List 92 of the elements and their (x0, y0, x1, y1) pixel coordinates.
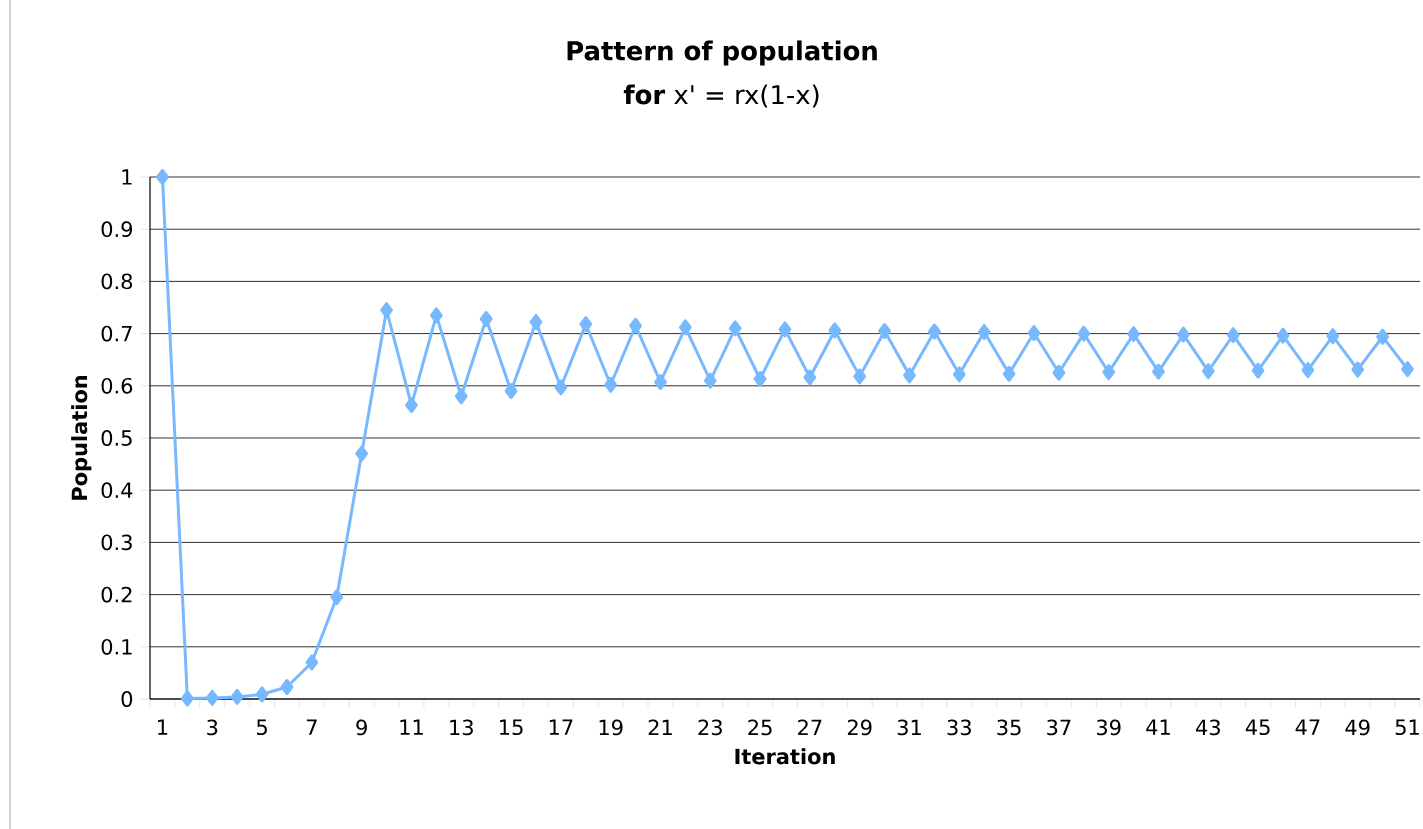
y-tick-label: 0.5 (101, 430, 132, 446)
x-tick-label: 19 (599, 719, 623, 736)
point (1002, 365, 1016, 382)
point (1027, 325, 1041, 342)
point (1102, 364, 1116, 381)
x-tick-label: 29 (847, 719, 872, 736)
x-axis-title: Iteration (735, 748, 835, 765)
point (703, 372, 717, 389)
x-tick-label: 37 (1047, 719, 1071, 736)
point (1152, 363, 1165, 380)
point (778, 321, 792, 338)
x-tick-label: 21 (648, 719, 672, 736)
y-tick-label: 0.8 (101, 273, 133, 290)
y-tick-label: 0.2 (101, 586, 132, 603)
point (330, 589, 344, 606)
x-tick-label: 25 (748, 719, 772, 736)
y-tick-label: 0.3 (101, 534, 132, 551)
point (355, 445, 369, 462)
point (529, 314, 543, 331)
point (828, 322, 842, 339)
point (678, 319, 692, 336)
point (1177, 326, 1190, 343)
y-axis-title: Population (71, 375, 92, 500)
x-tick-label: 17 (549, 719, 573, 735)
x-tick-label: 35 (997, 719, 1021, 736)
y-tick-label: 0.1 (101, 638, 132, 655)
point (1201, 363, 1215, 380)
point (554, 379, 568, 396)
point (853, 368, 867, 385)
point (380, 302, 393, 319)
point (280, 678, 294, 695)
x-tick-label: 23 (698, 719, 722, 736)
y-tick-label: 0.7 (101, 325, 132, 342)
x-tick-label: 27 (798, 719, 822, 736)
x-tick-label: 49 (1345, 719, 1370, 736)
x-tick-label: 13 (450, 719, 473, 736)
point (479, 310, 493, 327)
x-tick-label: 41 (1146, 719, 1170, 735)
chart-subtitle: for x' = rx(1-x) (623, 84, 819, 108)
point (1276, 327, 1290, 344)
point (230, 688, 244, 705)
x-tick-label: 11 (400, 719, 423, 735)
x-tick-label: 43 (1195, 719, 1220, 736)
x-tick-label: 51 (1395, 719, 1419, 736)
point (454, 388, 468, 405)
y-tick-label: 1 (122, 169, 132, 185)
y-tick-label: 0.9 (101, 221, 133, 238)
point (180, 690, 194, 707)
y-tick-label: 0 (121, 691, 133, 707)
x-tick-label: 3 (207, 719, 218, 736)
point (1052, 364, 1066, 381)
point (405, 397, 418, 414)
point (728, 320, 742, 337)
point (1127, 326, 1140, 343)
x-tick-label: 45 (1245, 719, 1270, 736)
point (928, 323, 941, 340)
x-tick-label: 47 (1295, 719, 1320, 735)
point (1351, 361, 1365, 378)
y-tick-label: 0.4 (101, 482, 133, 499)
x-tick-label: 1 (158, 719, 168, 735)
x-tick-label: 9 (356, 719, 367, 736)
y-tick-label: 0.6 (101, 377, 133, 394)
point (579, 316, 593, 333)
point (255, 686, 269, 703)
point (504, 383, 518, 400)
point (604, 376, 618, 393)
point (1301, 362, 1315, 379)
point (753, 371, 767, 388)
point (429, 307, 443, 324)
point (1401, 361, 1414, 378)
point (1326, 328, 1340, 345)
point (803, 369, 817, 386)
x-tick-label: 7 (306, 719, 317, 735)
point (654, 374, 667, 391)
point (952, 366, 966, 383)
x-tick-label: 39 (1096, 719, 1121, 736)
x-tick-label: 33 (947, 719, 971, 736)
point (1376, 328, 1389, 345)
x-tick-label: 15 (500, 719, 523, 736)
point (1251, 362, 1265, 379)
chart-title: Pattern of population (567, 40, 877, 66)
point (977, 324, 991, 341)
point (903, 367, 916, 384)
point (1226, 327, 1240, 344)
point (629, 317, 642, 334)
point (878, 322, 891, 339)
point (156, 168, 169, 185)
x-tick-label: 31 (897, 719, 921, 736)
point (305, 654, 319, 671)
point (205, 689, 219, 706)
x-tick-label: 5 (257, 719, 267, 736)
point (1077, 325, 1091, 342)
